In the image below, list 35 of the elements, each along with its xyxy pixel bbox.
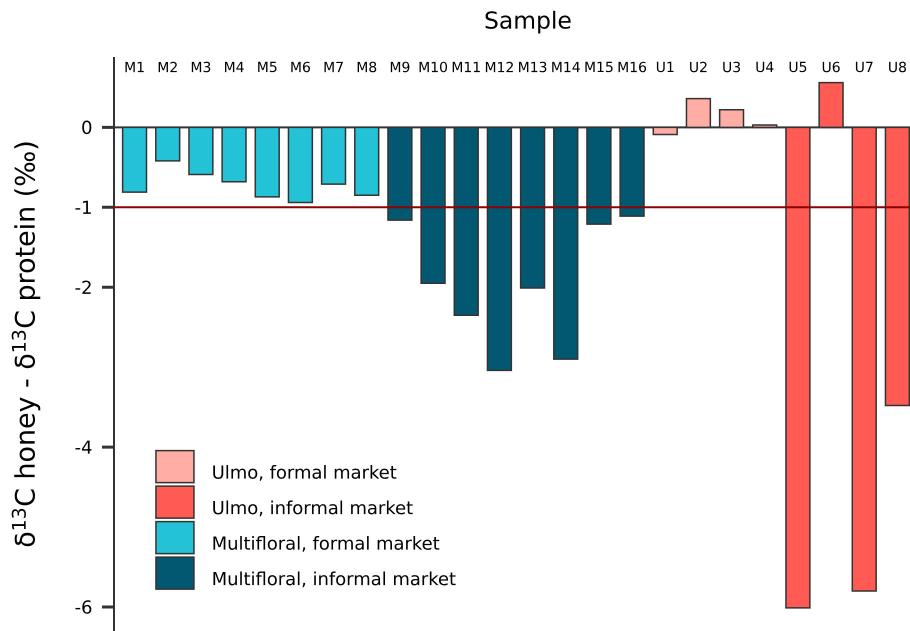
- x-tick-label: M3: [192, 62, 210, 72]
- x-tick-label: M12: [486, 62, 513, 72]
- x-tick-label: M15: [585, 62, 613, 72]
- x-tick-label: U6: [822, 62, 840, 72]
- x-tick-label: U8: [889, 62, 906, 72]
- y-axis-title: δ$^{13}$C honey - δ$^{13}$C protein (‰): [12, 142, 40, 546]
- legend-label: Ulmo, formal market: [213, 465, 396, 481]
- x-tick-label: M2: [158, 62, 177, 72]
- x-tick-label: M10: [420, 62, 448, 72]
- x-tick-label: U3: [723, 62, 740, 72]
- x-tick-label: U7: [856, 62, 873, 72]
- x-tick-label: M9: [390, 62, 410, 72]
- x-tick-label: U1: [656, 62, 674, 72]
- y-tick-label: -4: [75, 440, 92, 454]
- legend-label: Multifloral, informal market: [213, 572, 456, 588]
- y-tick-label: -1: [75, 200, 91, 214]
- y-tick-label: 0: [82, 120, 92, 134]
- x-tick-label: U5: [790, 62, 806, 72]
- x-axis-title: Sample: [486, 10, 571, 34]
- y-tick-label: -2: [75, 280, 91, 294]
- x-tick-label: M6: [291, 62, 310, 72]
- x-tick-label: M14: [552, 62, 580, 72]
- legend-label: Multifloral, formal market: [213, 536, 440, 552]
- x-tick-label: M8: [358, 62, 376, 72]
- x-tick-label: M13: [519, 62, 546, 72]
- x-tick-label: U4: [756, 62, 774, 72]
- y-tick-label: -6: [75, 600, 92, 614]
- x-tick-label: M4: [224, 62, 244, 72]
- x-tick-label: U2: [690, 62, 707, 72]
- x-tick-label: M11: [452, 62, 480, 72]
- x-tick-label: M5: [258, 62, 276, 72]
- x-tick-label: M7: [324, 62, 343, 72]
- legend-label: Ulmo, informal market: [213, 500, 413, 516]
- x-tick-label: M1: [125, 62, 144, 72]
- x-tick-label: M16: [618, 62, 646, 72]
